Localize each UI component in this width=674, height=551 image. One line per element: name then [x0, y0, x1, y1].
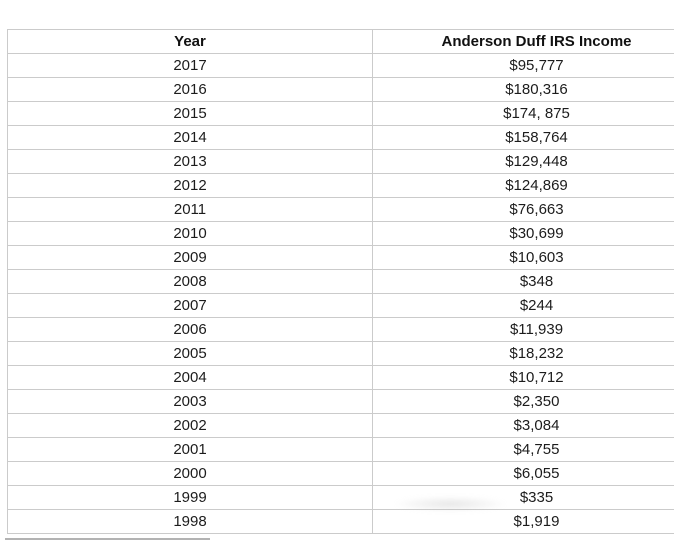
income-cell: $30,699	[372, 221, 674, 246]
table-row: 2017 $95,777	[7, 53, 674, 78]
income-cell: $124,869	[372, 173, 674, 198]
income-cell: $10,603	[372, 245, 674, 270]
year-cell: 2005	[7, 341, 373, 366]
header-row: Year Anderson Duff IRS Income	[7, 29, 674, 54]
year-cell: 2017	[7, 53, 373, 78]
year-cell: 2001	[7, 437, 373, 462]
table-row: 2005 $18,232	[7, 341, 674, 366]
income-cell: $129,448	[372, 149, 674, 174]
table-row: 2015 $174, 875	[7, 101, 674, 126]
income-cell: $1,919	[372, 509, 674, 534]
income-cell: $158,764	[372, 125, 674, 150]
year-cell: 2006	[7, 317, 373, 342]
table-row: 2008 $348	[7, 269, 674, 294]
table-body: 2017 $95,777 2016 $180,316 2015 $174, 875 2014…	[7, 53, 674, 534]
table-row: 2007 $244	[7, 293, 674, 318]
year-cell: 2008	[7, 269, 373, 294]
year-cell: 2014	[7, 125, 373, 150]
table-row: 2012 $124,869	[7, 173, 674, 198]
year-cell: 1999	[7, 485, 373, 510]
year-cell: 2009	[7, 245, 373, 270]
year-cell: 2003	[7, 389, 373, 414]
income-table: Year Anderson Duff IRS Income 2017 $95,77…	[7, 29, 674, 534]
income-cell: $95,777	[372, 53, 674, 78]
income-cell: $180,316	[372, 77, 674, 102]
income-cell: $244	[372, 293, 674, 318]
year-cell: 2013	[7, 149, 373, 174]
table-row: 1999 $335	[7, 485, 674, 510]
table-row: 1998 $1,919	[7, 509, 674, 534]
table-row: 2002 $3,084	[7, 413, 674, 438]
year-cell: 2012	[7, 173, 373, 198]
table-row: 2000 $6,055	[7, 461, 674, 486]
income-cell: $6,055	[372, 461, 674, 486]
year-cell: 2016	[7, 77, 373, 102]
income-cell: $2,350	[372, 389, 674, 414]
income-cell: $76,663	[372, 197, 674, 222]
year-cell: 2004	[7, 365, 373, 390]
income-cell: $4,755	[372, 437, 674, 462]
year-cell: 2010	[7, 221, 373, 246]
table-row: 2003 $2,350	[7, 389, 674, 414]
table-row: 2011 $76,663	[7, 197, 674, 222]
table-row: 2014 $158,764	[7, 125, 674, 150]
table-row: 2009 $10,603	[7, 245, 674, 270]
table-row: 2004 $10,712	[7, 365, 674, 390]
cropped-row-border	[5, 538, 210, 540]
income-cell: $348	[372, 269, 674, 294]
table-row: 2016 $180,316	[7, 77, 674, 102]
table-row: 2010 $30,699	[7, 221, 674, 246]
income-column-header: Anderson Duff IRS Income	[372, 29, 674, 54]
year-cell: 1998	[7, 509, 373, 534]
income-cell: $10,712	[372, 365, 674, 390]
income-cell: $11,939	[372, 317, 674, 342]
year-cell: 2002	[7, 413, 373, 438]
table-row: 2006 $11,939	[7, 317, 674, 342]
year-column-header: Year	[7, 29, 373, 54]
year-cell: 2011	[7, 197, 373, 222]
year-cell: 2007	[7, 293, 373, 318]
income-cell: $3,084	[372, 413, 674, 438]
table-row: 2001 $4,755	[7, 437, 674, 462]
year-cell: 2015	[7, 101, 373, 126]
year-cell: 2000	[7, 461, 373, 486]
income-table-wrap: Year Anderson Duff IRS Income 2017 $95,77…	[7, 29, 674, 534]
income-cell: $18,232	[372, 341, 674, 366]
income-cell: $174, 875	[372, 101, 674, 126]
income-cell: $335	[372, 485, 674, 510]
table-row: 2013 $129,448	[7, 149, 674, 174]
